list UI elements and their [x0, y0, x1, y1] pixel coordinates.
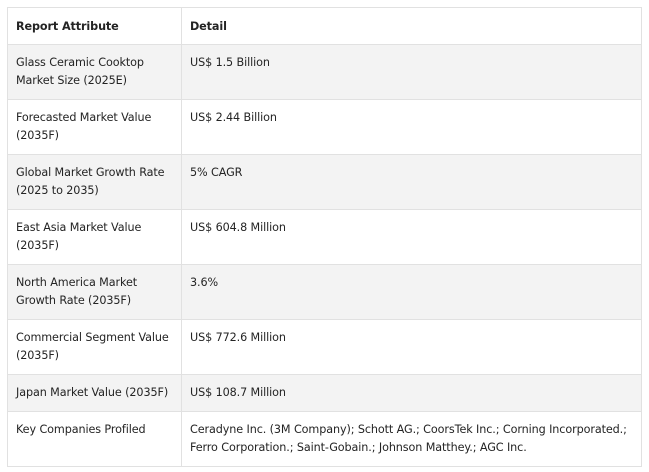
table-row: Japan Market Value (2035F) US$ 108.7 Mil…	[7, 374, 642, 412]
attribute-line: Glass Ceramic Cooktop	[16, 56, 144, 69]
attribute-line: North America Market	[16, 276, 138, 289]
table-row: Forecasted Market Value (2035F) US$ 2.44…	[7, 99, 642, 155]
detail-line: Ferro Corporation.; Saint-Gobain.; Johns…	[190, 441, 527, 454]
attribute-line: (2025 to 2035)	[16, 184, 99, 197]
attribute-cell: Glass Ceramic Cooktop Market Size (2025E…	[7, 44, 182, 100]
attribute-cell: Japan Market Value (2035F)	[7, 374, 182, 412]
attribute-cell: Forecasted Market Value (2035F)	[7, 99, 182, 155]
table-row: Key Companies Profiled Ceradyne Inc. (3M…	[7, 411, 642, 467]
detail-cell: Ceradyne Inc. (3M Company); Schott AG.; …	[181, 411, 642, 467]
attribute-line: (2035F)	[16, 239, 59, 252]
detail-cell: US$ 772.6 Million	[181, 319, 642, 375]
table-row: Commercial Segment Value (2035F) US$ 772…	[7, 319, 642, 375]
attribute-cell: North America Market Growth Rate (2035F)	[7, 264, 182, 320]
detail-cell: 3.6%	[181, 264, 642, 320]
attribute-line: (2035F)	[16, 349, 59, 362]
detail-cell: US$ 604.8 Million	[181, 209, 642, 265]
report-table-container: Report Attribute Detail Glass Ceramic Co…	[7, 7, 642, 467]
detail-cell: US$ 2.44 Billion	[181, 99, 642, 155]
attribute-line: Market Size (2025E)	[16, 74, 127, 87]
detail-cell: 5% CAGR	[181, 154, 642, 210]
table-row: Global Market Growth Rate (2025 to 2035)…	[7, 154, 642, 210]
attribute-cell: Commercial Segment Value (2035F)	[7, 319, 182, 375]
table-header-row: Report Attribute Detail	[7, 7, 642, 45]
attribute-cell: Global Market Growth Rate (2025 to 2035)	[7, 154, 182, 210]
attribute-line: Forecasted Market Value	[16, 111, 152, 124]
detail-cell: US$ 1.5 Billion	[181, 44, 642, 100]
attribute-line: Commercial Segment Value	[16, 331, 169, 344]
attribute-cell: East Asia Market Value (2035F)	[7, 209, 182, 265]
detail-cell: US$ 108.7 Million	[181, 374, 642, 412]
attribute-line: Growth Rate (2035F)	[16, 294, 131, 307]
table-row: North America Market Growth Rate (2035F)…	[7, 264, 642, 320]
detail-line: Ceradyne Inc. (3M Company); Schott AG.; …	[190, 423, 627, 436]
attribute-line: East Asia Market Value	[16, 221, 142, 234]
attribute-cell: Key Companies Profiled	[7, 411, 182, 467]
attribute-line: (2035F)	[16, 129, 59, 142]
report-attributes-table: Report Attribute Detail Glass Ceramic Co…	[7, 7, 642, 467]
header-report-attribute: Report Attribute	[7, 7, 182, 45]
attribute-line: Global Market Growth Rate	[16, 166, 165, 179]
header-detail: Detail	[181, 7, 642, 45]
table-row: East Asia Market Value (2035F) US$ 604.8…	[7, 209, 642, 265]
table-row: Glass Ceramic Cooktop Market Size (2025E…	[7, 44, 642, 100]
